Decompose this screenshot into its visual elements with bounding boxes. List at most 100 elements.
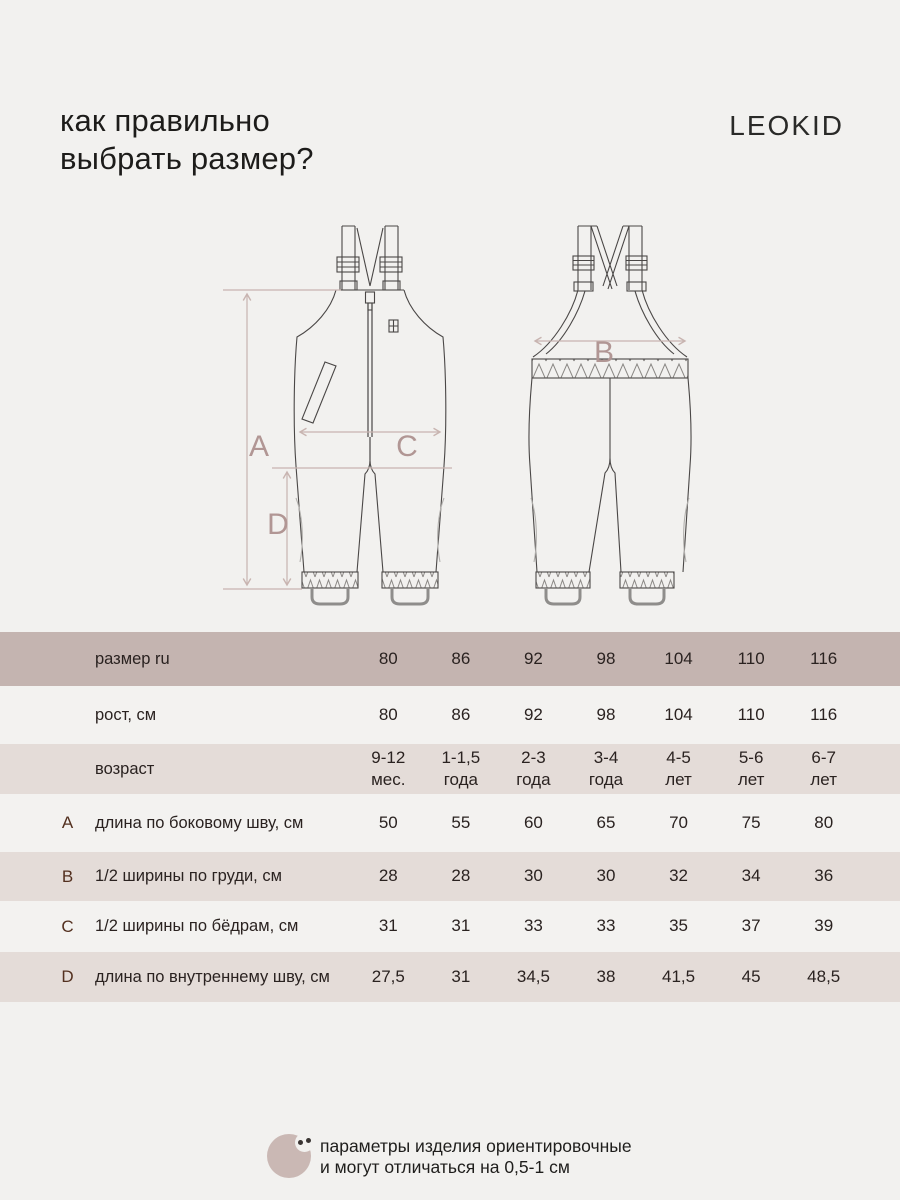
cell: 80 [378, 704, 398, 724]
cell: 31 [378, 916, 398, 936]
cell: 31 [451, 966, 471, 986]
front-body-outline [293, 289, 337, 573]
front-zipper [367, 303, 373, 460]
label-a: A [249, 430, 269, 463]
cell: 80 [378, 648, 398, 668]
cell: 36 [814, 866, 834, 886]
mascot-eye-icon [298, 1140, 303, 1145]
front-crotch-seams [356, 459, 384, 573]
front-knee-seams [295, 497, 445, 563]
front-cuff-right [381, 571, 439, 589]
cell: 110 [737, 648, 765, 668]
front-cuff-left [301, 571, 359, 589]
disclaimer-text: параметры изделия ориентировочные и могу… [320, 1136, 632, 1177]
cell: 2-3 года [516, 747, 551, 789]
cell: 75 [741, 812, 761, 832]
cell: 35 [669, 916, 689, 936]
cell: 31 [451, 916, 471, 936]
back-strap-cross [590, 225, 630, 290]
row-label: длина по боковому шву, см [95, 813, 304, 832]
cell: 86 [451, 648, 471, 668]
measurement-labels: A B C D [249, 336, 614, 541]
back-crotch-seams [588, 457, 622, 573]
label-b: B [594, 336, 614, 369]
cell: 48,5 [807, 966, 841, 986]
table-row-height: рост, см 80 86 92 98 104 110 116 [0, 686, 900, 744]
overalls-front-view [293, 225, 447, 606]
table-row-inner-seam: D длина по внутреннему шву, см 27,5 31 3… [0, 952, 900, 1002]
table-row-side-seam: A длина по боковому шву, см 50 55 60 65 … [0, 794, 900, 852]
table-row-age: возраст 9-12 мес. 1-1,5 года 2-3 года 3-… [0, 744, 900, 794]
cell: 45 [741, 966, 761, 986]
table-row-chest-width: B 1/2 ширины по груди, см 28 28 30 30 32… [0, 852, 900, 901]
measurement-lines [223, 289, 687, 590]
cell: 28 [378, 866, 398, 886]
cell: 34,5 [516, 966, 550, 986]
front-buckle-left [336, 256, 360, 273]
cell: 80 [814, 812, 834, 832]
back-bib-curves [532, 289, 688, 358]
cell: 39 [814, 916, 834, 936]
front-straps [341, 225, 399, 290]
front-zipper-slider [364, 291, 376, 304]
row-label: длина по внутреннему шву, см [95, 967, 330, 986]
back-buckle-right [625, 255, 648, 271]
cell: 6-7 лет [810, 747, 837, 789]
row-label: возраст [95, 759, 155, 778]
cell: 9-12 мес. [371, 747, 406, 789]
cell: 60 [523, 812, 543, 832]
row-letter: A [61, 813, 74, 832]
front-pocket [301, 361, 337, 424]
cell: 34 [741, 866, 761, 886]
overalls-back-view [528, 225, 692, 606]
row-label: 1/2 ширины по бёдрам, см [95, 917, 299, 936]
cell: 33 [596, 916, 616, 936]
brand-logo: LEOKID [729, 110, 844, 141]
table-row-hip-width: C 1/2 ширины по бёдрам, см 31 31 33 33 3… [0, 901, 900, 952]
cell: 38 [596, 966, 616, 986]
cell: 92 [523, 704, 543, 724]
cell: 86 [451, 704, 471, 724]
row-letter: B [61, 866, 74, 886]
overalls-diagram: A B C D [223, 225, 692, 606]
cell: 1-1,5 года [441, 747, 481, 789]
cell: 37 [741, 916, 761, 936]
back-stirrups [544, 588, 666, 606]
label-d: D [267, 508, 289, 541]
table-row-size-ru: размер ru 80 86 92 98 104 110 116 [0, 632, 900, 686]
size-table: размер ru 80 86 92 98 104 110 116 рост, … [0, 632, 900, 1002]
back-cuff-left [535, 571, 591, 589]
cell: 104 [664, 704, 693, 724]
mascot-face-icon [267, 1133, 314, 1178]
row-label: рост, см [95, 705, 157, 724]
front-strap-cross [356, 227, 384, 287]
front-stirrups [310, 588, 430, 606]
cell: 5-6 лет [737, 747, 765, 789]
mascot-eye-icon [306, 1138, 311, 1143]
cell: 30 [596, 866, 616, 886]
page-title: как правильно выбрать размер? [60, 103, 314, 176]
row-label: размер ru [95, 649, 170, 668]
cell: 55 [451, 812, 471, 832]
cell: 41,5 [662, 966, 696, 986]
back-body-outline [528, 377, 692, 573]
cell: 30 [523, 866, 543, 886]
cell: 32 [669, 866, 689, 886]
row-letter: C [61, 916, 74, 936]
cell: 104 [664, 648, 693, 668]
cell: 27,5 [371, 966, 405, 986]
cell: 92 [523, 648, 543, 668]
mascot-face-bite [295, 1133, 314, 1152]
cell: 116 [810, 704, 838, 724]
row-letter: D [61, 967, 74, 986]
measure-a-ticks [223, 289, 341, 590]
cell: 110 [737, 704, 765, 724]
cell: 4-5 лет [665, 747, 692, 789]
cell: 3-4 года [588, 747, 624, 789]
row-label: 1/2 ширины по груди, см [95, 867, 282, 886]
back-buckle-left [572, 255, 595, 271]
cell: 28 [451, 866, 471, 886]
back-knee-seams [530, 497, 690, 563]
front-buckle-right [379, 256, 403, 273]
cell: 98 [596, 648, 616, 668]
